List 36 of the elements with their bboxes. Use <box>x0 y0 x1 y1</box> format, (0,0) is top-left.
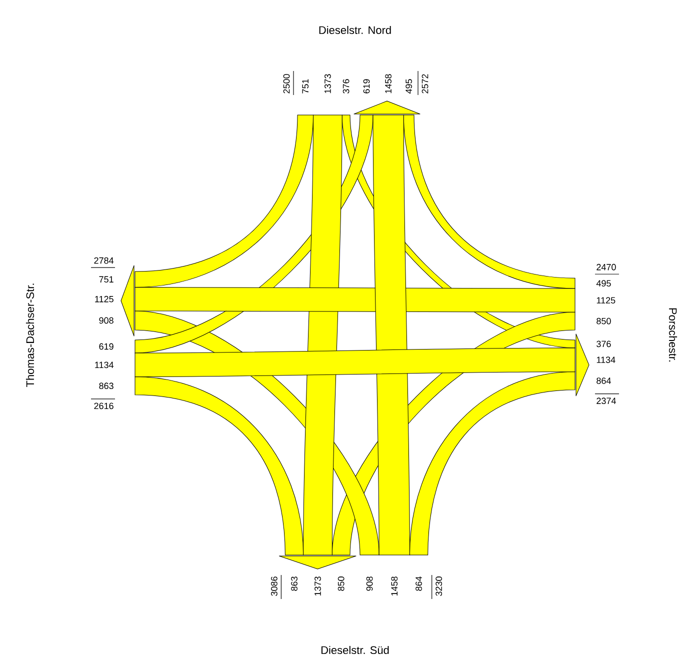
text: 1134 <box>95 362 114 368</box>
data-label: 908 <box>99 317 114 324</box>
data-label: 863 <box>291 576 298 591</box>
text: 2374 <box>596 398 616 404</box>
text: 619 <box>99 343 114 350</box>
text: 1125 <box>596 297 616 304</box>
data-label: 850 <box>338 576 344 591</box>
text: 3086 <box>271 576 278 596</box>
text: 1373 <box>324 74 331 94</box>
text: 495 <box>596 280 611 287</box>
category-label: Porschestr. <box>668 308 678 362</box>
data-label: 619 <box>363 79 370 94</box>
data-label: 1134 <box>596 356 616 363</box>
data-label: 495 <box>406 79 412 94</box>
text: 2572 <box>422 74 428 94</box>
text: 908 <box>366 576 373 591</box>
data-label: 1458 <box>385 74 392 94</box>
text: 376 <box>342 79 350 94</box>
category-label: Dieselstr. Süd <box>321 646 389 654</box>
text: 2784 <box>94 257 114 264</box>
text: 1458 <box>391 576 398 596</box>
category-label: Dieselstr. Nord <box>319 26 391 34</box>
text: 2616 <box>94 402 114 410</box>
data-label: 1373 <box>314 576 321 596</box>
text: 863 <box>99 382 114 390</box>
text: 864 <box>416 576 422 591</box>
category-label: Thomas-Dachser-Str. <box>26 284 34 388</box>
text: 751 <box>302 79 309 94</box>
data-label: 751 <box>99 276 114 283</box>
text: 3230 <box>436 576 442 596</box>
data-label: 376 <box>596 340 611 348</box>
text: 850 <box>596 318 611 324</box>
data-label: 864 <box>596 378 611 384</box>
text: 2500 <box>283 74 290 94</box>
data-label: 1125 <box>95 296 114 302</box>
text: 2470 <box>596 264 616 270</box>
